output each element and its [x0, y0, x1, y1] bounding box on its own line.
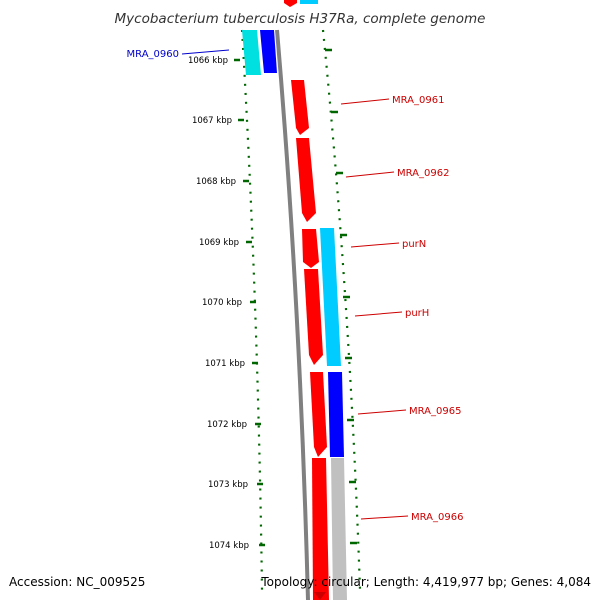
gene-purn: [302, 229, 319, 268]
gene-purh: [304, 269, 323, 365]
gray-feature-mra0966: [331, 458, 347, 600]
genome-backbone: [275, 29, 310, 600]
leader-mra0961: [340, 98, 390, 105]
scale-label: 1069 kbp: [199, 238, 239, 248]
blue-feature-mra0965: [328, 372, 344, 457]
gene-label-leaders: [181, 49, 409, 520]
genome-stats-text: Topology: circular; Length: 4,419,977 bp…: [260, 575, 591, 589]
scale-label: 1066 kbp: [188, 56, 228, 66]
gene-label-mra0965[interactable]: MRA_0965: [409, 406, 461, 417]
cyan-feature-purh: [320, 228, 341, 366]
scale-label: 1073 kbp: [208, 480, 248, 490]
leader-purh: [354, 311, 403, 317]
map-title: Mycobacterium tuberculosis H37Ra, comple…: [115, 11, 486, 27]
gene-label-mra0962[interactable]: MRA_0962: [397, 168, 449, 179]
leader-mra0965: [357, 409, 407, 415]
gene-mra0960: [260, 30, 277, 73]
scale-labels: 1066 kbp 1067 kbp 1068 kbp 1069 kbp 1070…: [188, 56, 249, 551]
accession-text: Accession: NC_009525: [9, 575, 145, 589]
gene-label-purn[interactable]: purN: [402, 239, 426, 250]
gene-arrow-bottom-partial: [314, 592, 326, 600]
gene-mra0965: [310, 372, 327, 457]
scale-label: 1067 kbp: [192, 116, 232, 126]
gene-label-mra0961[interactable]: MRA_0961: [392, 95, 444, 106]
scale-ticks-outer: [325, 48, 357, 545]
cyan-feature-mra0960: [242, 30, 261, 75]
gene-mra0966: [312, 458, 329, 600]
gene-mra0961: [291, 80, 309, 135]
gene-label-mra0966[interactable]: MRA_0966: [411, 512, 463, 523]
leader-mra0962: [345, 171, 395, 178]
scale-label: 1071 kbp: [205, 359, 245, 369]
scale-label: 1072 kbp: [207, 420, 247, 430]
gene-label-mra0960[interactable]: MRA_0960: [127, 49, 179, 60]
cyan-feature-top-partial: [300, 0, 318, 4]
scale-label: 1068 kbp: [196, 177, 236, 187]
scale-ticks-inner: [234, 58, 265, 547]
leader-mra0960: [181, 49, 230, 55]
gene-mra0962: [296, 138, 316, 222]
scale-label: 1070 kbp: [202, 298, 242, 308]
leader-mra0966: [360, 515, 409, 520]
gene-labels: MRA_0960 MRA_0961 MRA_0962 purN purH MRA…: [127, 49, 464, 523]
scale-label: 1074 kbp: [209, 541, 249, 551]
gene-arrow-top-partial: [284, 0, 297, 7]
gene-label-purh[interactable]: purH: [405, 308, 429, 319]
leader-purn: [350, 242, 400, 248]
